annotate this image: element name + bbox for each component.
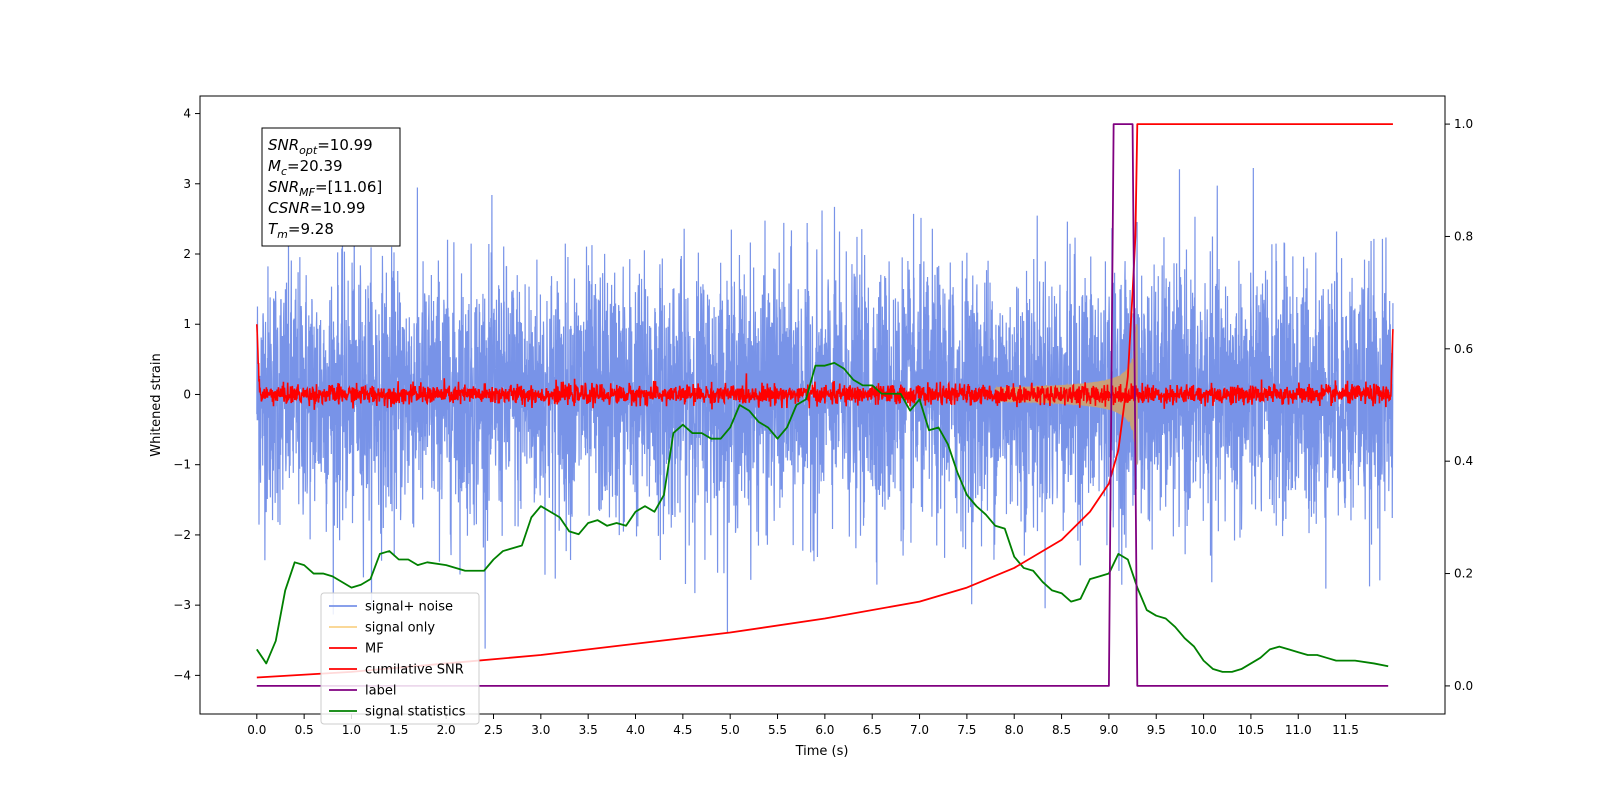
y-right-tick-label: 0.6 [1454, 342, 1473, 356]
x-tick-label: 6.5 [863, 723, 882, 737]
x-tick-label: 5.0 [721, 723, 740, 737]
annotation-line: CSNR=10.99 [268, 199, 365, 217]
x-tick-label: 11.0 [1285, 723, 1312, 737]
x-tick-label: 8.5 [1052, 723, 1071, 737]
annotation-line: SNRopt=10.99 [268, 136, 373, 157]
x-tick-label: 1.5 [389, 723, 408, 737]
y-tick-label: 1 [183, 317, 191, 331]
x-tick-label: 7.0 [910, 723, 929, 737]
legend-label: label [365, 684, 396, 699]
x-tick-label: 2.5 [484, 723, 503, 737]
legend-label: signal only [365, 621, 435, 636]
y-axis-label: Whitened strain [149, 353, 164, 456]
annotation-line: SNRMF=[11.06] [268, 178, 382, 199]
x-tick-label: 8.0 [1005, 723, 1024, 737]
y-tick-label: −3 [173, 598, 191, 612]
plot-frame [199, 95, 1446, 715]
legend-label: signal+ noise [365, 600, 453, 615]
y-tick-label: 0 [183, 387, 191, 401]
x-tick-label: 1.0 [342, 723, 361, 737]
y-right-tick-label: 1.0 [1454, 117, 1473, 131]
x-tick-label: 3.5 [579, 723, 598, 737]
series-signal-statistics [256, 361, 1389, 673]
legend-box [320, 592, 480, 725]
x-tick-label: 2.0 [437, 723, 456, 737]
x-tick-label: 3.0 [531, 723, 550, 737]
legend-label: cumilative SNR [365, 663, 464, 678]
series-label [256, 123, 1389, 687]
x-tick-label: 0.5 [295, 723, 314, 737]
x-tick-label: 9.0 [1099, 723, 1118, 737]
x-tick-label: 6.0 [815, 723, 834, 737]
x-tick-label: 10.0 [1190, 723, 1217, 737]
y-tick-label: −2 [173, 528, 191, 542]
annotation-line: Mc=20.39 [268, 157, 343, 178]
series-cumulative-snr [256, 123, 1393, 679]
y-right-tick-label: 0.8 [1454, 229, 1473, 243]
annotation-line: Tm=9.28 [268, 220, 334, 241]
x-tick-label: 10.5 [1238, 723, 1265, 737]
y-right-tick-label: 0.4 [1454, 454, 1473, 468]
annotation-box [261, 127, 401, 247]
x-tick-label: 4.0 [626, 723, 645, 737]
x-tick-label: 4.5 [673, 723, 692, 737]
series-mf [256, 324, 1394, 410]
y-tick-label: −4 [173, 668, 191, 682]
legend-label: MF [365, 642, 384, 657]
x-tick-label: 5.5 [768, 723, 787, 737]
series-signal-plus-noise [256, 167, 1394, 649]
legend-label: signal statistics [365, 705, 466, 720]
x-tick-label: 9.5 [1147, 723, 1166, 737]
x-tick-label: 0.0 [247, 723, 266, 737]
y-tick-label: −1 [173, 458, 191, 472]
y-right-tick-label: 0.0 [1454, 679, 1473, 693]
x-axis-label: Time (s) [795, 744, 849, 759]
y-right-tick-label: 0.2 [1454, 567, 1473, 581]
y-tick-label: 4 [183, 107, 191, 121]
y-tick-label: 2 [183, 247, 191, 261]
x-tick-label: 7.5 [957, 723, 976, 737]
x-tick-label: 11.5 [1332, 723, 1359, 737]
y-tick-label: 3 [183, 177, 191, 191]
